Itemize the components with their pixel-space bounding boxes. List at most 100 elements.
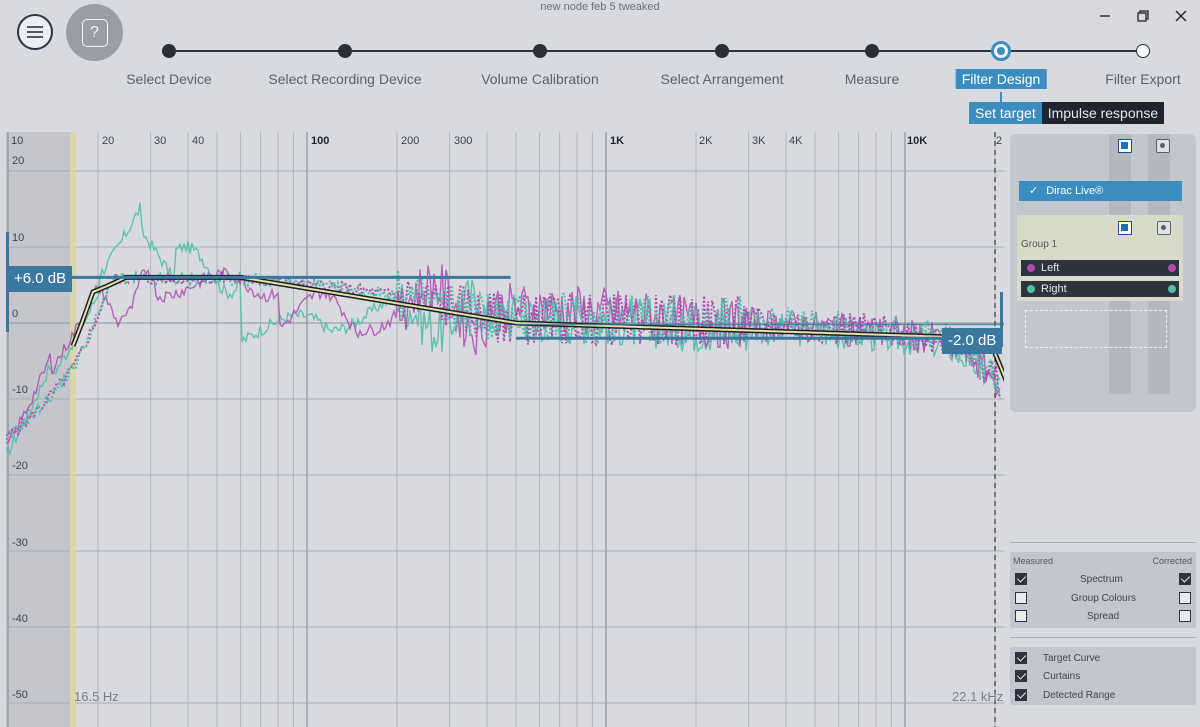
- filter-design-subtabs: Set target Impulse response: [969, 102, 1165, 124]
- filter-item-dirac-live[interactable]: ✓ Dirac Live®: [1019, 181, 1182, 201]
- step-dot[interactable]: [1136, 44, 1150, 58]
- frequency-response-plot[interactable]: 10 20 30 40 100 200 300 1K 2K 3K 4K 10K …: [6, 132, 1004, 727]
- tab-impulse-response[interactable]: Impulse response: [1041, 102, 1165, 124]
- channel-item-left[interactable]: Left: [1021, 260, 1179, 276]
- freq-tick-label: 10: [11, 135, 24, 147]
- wizard-steps: Select Device Select Recording Device Vo…: [0, 34, 1200, 130]
- step-label[interactable]: Select Recording Device: [268, 71, 422, 87]
- left-corrected-response: [6, 269, 1001, 440]
- close-button[interactable]: [1162, 0, 1200, 32]
- divider: [1010, 542, 1196, 543]
- subtab-connector: [1000, 92, 1002, 104]
- channel-item-right[interactable]: Right: [1021, 281, 1179, 297]
- step-label[interactable]: Volume Calibration: [481, 71, 599, 87]
- channel-label: Right: [1041, 283, 1067, 295]
- freq-tick-label: 20: [102, 135, 115, 147]
- db-tick-label: -50: [12, 689, 28, 701]
- drop-zone[interactable]: [1025, 310, 1167, 348]
- right-corrected-response: [6, 269, 1001, 440]
- step-dot[interactable]: [533, 44, 547, 58]
- option-label: Spread: [1087, 611, 1120, 622]
- measured-header: Measured: [1013, 556, 1054, 566]
- visibility-icon[interactable]: [1156, 139, 1170, 153]
- step-label[interactable]: Measure: [844, 71, 900, 87]
- freq-tick-label: 2K: [699, 135, 713, 147]
- show-corrected-icon[interactable]: [1118, 139, 1132, 153]
- group-colours-measured-checkbox[interactable]: [1015, 592, 1027, 604]
- low-range-marker: [70, 132, 77, 727]
- target-curve-checkbox[interactable]: [1015, 652, 1027, 664]
- group-title: Group 1: [1021, 239, 1058, 250]
- left-channel-response: [6, 264, 1001, 444]
- option-label: Target Curve: [1043, 653, 1101, 664]
- freq-tick-label: 3K: [752, 135, 766, 147]
- spectrum-corrected-checkbox[interactable]: [1179, 573, 1191, 585]
- tab-set-target[interactable]: Set target: [969, 102, 1042, 124]
- step-dot[interactable]: [162, 44, 176, 58]
- curve-options-panel: Target Curve Curtains Detected Range: [1010, 647, 1196, 705]
- axis-handle: [6, 232, 9, 332]
- db-tick-label: -40: [12, 613, 28, 625]
- detected-range-checkbox[interactable]: [1015, 689, 1027, 701]
- db-tick-label: -30: [12, 537, 28, 549]
- freq-tick-label: 200: [401, 135, 420, 147]
- check-icon: ✓: [1029, 185, 1039, 197]
- menu-button[interactable]: [17, 14, 53, 50]
- db-tick-label: -10: [12, 384, 28, 396]
- restore-button[interactable]: [1124, 0, 1162, 32]
- wizard-track: [169, 50, 1143, 52]
- low-range-label: 16.5 Hz: [74, 689, 119, 704]
- spectrum-measured-checkbox[interactable]: [1015, 573, 1027, 585]
- close-icon: [1175, 10, 1187, 22]
- spread-corrected-checkbox[interactable]: [1179, 610, 1191, 622]
- right-axis-handle: [1000, 292, 1003, 347]
- step-label[interactable]: Filter Export: [1105, 71, 1181, 87]
- db-tick-label: 0: [12, 308, 19, 320]
- step-label[interactable]: Select Arrangement: [660, 71, 784, 87]
- high-shelf-gain-handle[interactable]: -2.0 dB: [942, 328, 1003, 354]
- freq-tick-label: 10K: [907, 135, 928, 147]
- help-button[interactable]: ?: [66, 4, 123, 61]
- step-dot[interactable]: [715, 44, 729, 58]
- channel-group[interactable]: Group 1 Left Right: [1017, 215, 1183, 301]
- channel-color-dot: [1027, 264, 1035, 272]
- curtains-checkbox[interactable]: [1015, 670, 1027, 682]
- freq-tick-label: 30: [154, 135, 167, 147]
- db-tick-label: 10: [12, 232, 25, 244]
- option-label: Spectrum: [1080, 574, 1123, 585]
- display-options-panel: Measured Corrected Spectrum Group Colour…: [1010, 552, 1196, 628]
- divider: [1010, 637, 1196, 638]
- step-label[interactable]: Select Device: [126, 71, 212, 87]
- minimize-button[interactable]: [1086, 0, 1124, 32]
- group-visibility-icon[interactable]: [1157, 221, 1171, 235]
- freq-tick-label: 40: [192, 135, 205, 147]
- step-dot[interactable]: [865, 44, 879, 58]
- spread-measured-checkbox[interactable]: [1015, 610, 1027, 622]
- question-mark-icon: ?: [81, 18, 108, 47]
- corrected-header: Corrected: [1152, 556, 1192, 566]
- option-label: Detected Range: [1043, 690, 1116, 701]
- step-dot[interactable]: [338, 44, 352, 58]
- freq-tick-label: 300: [454, 135, 473, 147]
- group-corrected-icon[interactable]: [1118, 221, 1132, 235]
- hamburger-menu-icon: [27, 26, 43, 38]
- freq-tick-label: 4K: [789, 135, 803, 147]
- channel-color-dot: [1168, 285, 1176, 293]
- window-title: new node feb 5 tweaked: [540, 1, 660, 13]
- low-curtain: [6, 132, 74, 727]
- group-colours-corrected-checkbox[interactable]: [1179, 592, 1191, 604]
- freq-tick-label: 2: [996, 135, 1003, 147]
- option-label: Group Colours: [1071, 593, 1137, 604]
- option-label: Curtains: [1043, 671, 1081, 682]
- db-tick-label: 20: [12, 155, 25, 167]
- low-shelf-gain-handle[interactable]: +6.0 dB: [8, 266, 73, 292]
- channel-color-dot: [1168, 264, 1176, 272]
- high-range-label: 22.1 kHz: [952, 689, 1004, 704]
- channel-label: Left: [1041, 262, 1060, 274]
- step-label[interactable]: Filter Design: [955, 69, 1047, 89]
- channel-color-dot: [1027, 285, 1035, 293]
- minimize-icon: [1100, 15, 1110, 17]
- step-dot-current[interactable]: [991, 41, 1011, 61]
- db-tick-label: -20: [12, 460, 28, 472]
- plot-canvas[interactable]: [6, 132, 1004, 727]
